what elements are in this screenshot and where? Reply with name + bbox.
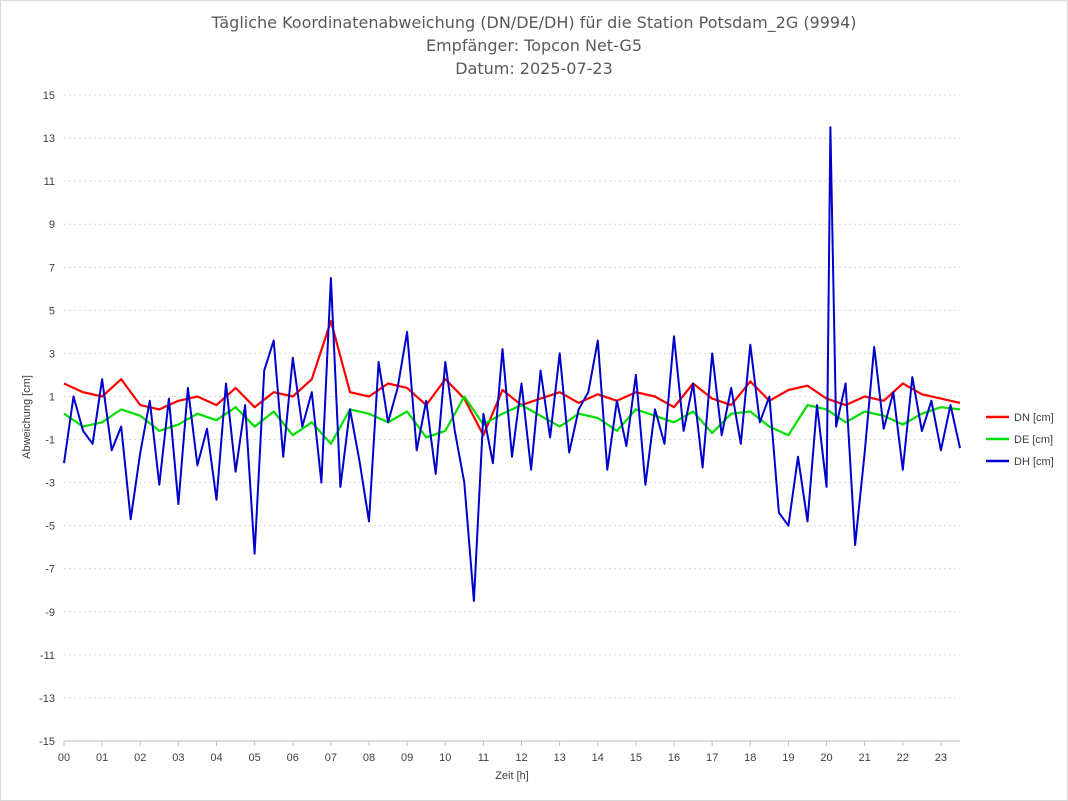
- y-tick-label: 3: [49, 348, 55, 360]
- y-tick-label: 15: [43, 90, 55, 102]
- x-tick-label: 10: [439, 752, 451, 764]
- y-tick-label: 5: [49, 305, 55, 317]
- x-tick-label: 12: [515, 752, 527, 764]
- y-tick-label: -15: [39, 736, 55, 748]
- x-tick-label: 00: [58, 752, 70, 764]
- x-tick-label: 18: [744, 752, 756, 764]
- dn-series-line: [63, 320, 961, 437]
- x-tick-label: 15: [630, 752, 642, 764]
- x-tick-label: 11: [478, 752, 489, 764]
- x-tick-label: 06: [287, 752, 299, 764]
- x-tick-label: 07: [325, 752, 337, 764]
- x-tick-label: 08: [363, 752, 375, 764]
- x-tick-label: 17: [706, 752, 718, 764]
- x-tick-label: 09: [401, 752, 413, 764]
- x-tick-label: 16: [668, 752, 680, 764]
- legend: DN [cm] DE [cm] DH [cm]: [986, 412, 1054, 468]
- y-tick-label: -13: [39, 693, 55, 705]
- x-tick-label: 01: [96, 752, 108, 764]
- chart-subtitle-receiver: Empfänger: Topcon Net-G5: [426, 36, 642, 55]
- y-axis: 15 13 11 9 7 5 3 1 -1 -3 -5 -7 -9 -11 -13 -15: [39, 90, 55, 748]
- x-tick-label: 21: [859, 752, 871, 764]
- y-tick-label: 1: [49, 391, 55, 403]
- x-tick-label: 05: [249, 752, 261, 764]
- y-tick-label: 13: [43, 133, 55, 145]
- y-tick-label: -9: [45, 607, 55, 619]
- x-tick-label: 13: [554, 752, 566, 764]
- plot-area: [63, 126, 961, 602]
- x-tick-label: 23: [935, 752, 947, 764]
- y-tick-label: 9: [49, 219, 55, 231]
- y-tick-label: 11: [44, 176, 55, 188]
- x-axis-title: Zeit [h]: [495, 770, 529, 782]
- gridlines: [64, 94, 960, 742]
- y-tick-label: -3: [45, 478, 55, 490]
- legend-label-dn: DN [cm]: [1014, 412, 1054, 424]
- x-tick-label: 19: [782, 752, 794, 764]
- x-tick-label: 03: [172, 752, 184, 764]
- dh-series-line: [63, 126, 961, 602]
- legend-label-de: DE [cm]: [1014, 434, 1053, 446]
- y-axis-title: Abweichung [cm]: [21, 375, 33, 459]
- chart-subtitle-date: Datum: 2025-07-23: [455, 59, 613, 78]
- de-series-line: [63, 395, 961, 445]
- x-axis: 00 01 02 03 04 05 06 07 08 09 10 11 12 13 14 15 16 17 18 19…: [58, 740, 960, 764]
- y-tick-label: -11: [40, 650, 55, 662]
- x-tick-label: 22: [897, 752, 909, 764]
- y-tick-label: -7: [45, 564, 55, 576]
- x-tick-label: 04: [210, 752, 222, 764]
- y-tick-label: 7: [49, 262, 55, 274]
- y-tick-label: -5: [45, 521, 55, 533]
- y-tick-label: -1: [45, 435, 55, 447]
- chart-title: Tägliche Koordinatenabweichung (DN/DE/DH…: [210, 13, 856, 33]
- legend-label-dh: DH [cm]: [1014, 456, 1054, 468]
- x-tick-label: 14: [592, 752, 604, 764]
- x-tick-label: 20: [820, 752, 832, 764]
- x-tick-label: 02: [134, 752, 146, 764]
